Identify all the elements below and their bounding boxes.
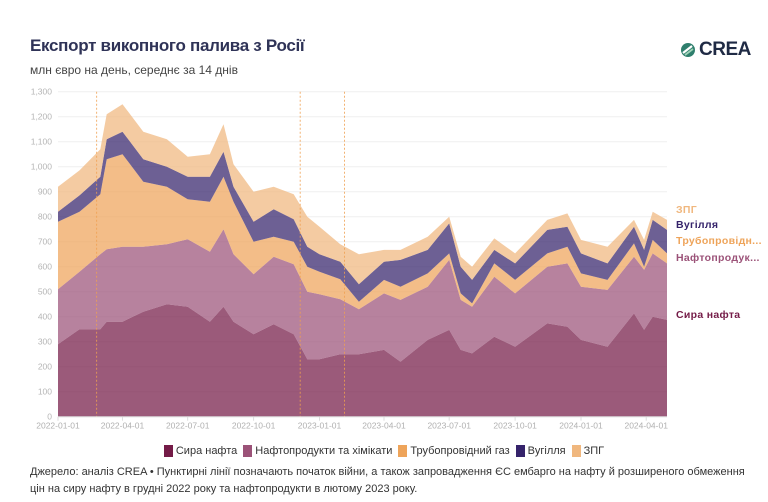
crea-logo: CREA bbox=[680, 39, 751, 61]
y-tick-label: 300 bbox=[38, 337, 52, 347]
series-end-label: Трубопровідн... bbox=[676, 235, 762, 247]
legend-item[interactable]: Трубопровідний газ bbox=[398, 445, 510, 457]
area-pipeline-gas bbox=[58, 154, 667, 310]
source-note: Джерело: аналіз CREA • Пунктирні лінії п… bbox=[30, 466, 745, 495]
series-end-label: Нафтопродук... bbox=[676, 252, 760, 264]
area-crude-oil bbox=[58, 304, 667, 417]
y-tick-label: 1,000 bbox=[31, 162, 53, 172]
chart-subtitle: млн євро на день, середнє за 14 днів bbox=[30, 63, 238, 77]
y-tick-label: 800 bbox=[38, 212, 52, 222]
legend-swatch bbox=[163, 445, 173, 457]
x-tick-label: 2022-04-01 bbox=[101, 421, 145, 431]
stacked-area-chart: 0 100 200 300 400 500 600 700 800 900 1,000 1,100 1,… bbox=[31, 87, 669, 431]
legend-swatch bbox=[243, 445, 253, 457]
legend-swatch bbox=[398, 445, 408, 457]
legend-item[interactable]: Вугілля bbox=[515, 445, 566, 457]
legend: Сира нафта Нафтопродукти та хімікати Трубо… bbox=[0, 445, 768, 457]
legend-label: Нафтопродукти та хімікати bbox=[255, 445, 393, 457]
legend-swatch bbox=[571, 445, 581, 457]
x-tick-label: 2022-07-01 bbox=[166, 421, 210, 431]
chart-title: Експорт викопного палива з Росії bbox=[30, 36, 305, 55]
x-tick-label: 2024-01-01 bbox=[559, 421, 603, 431]
legend-label: Вугілля bbox=[527, 445, 566, 457]
legend-label: Трубопровідний газ bbox=[410, 445, 510, 457]
area-coal bbox=[58, 131, 667, 304]
legend-item[interactable]: Нафтопродукти та хімікати bbox=[243, 445, 392, 457]
legend-item[interactable]: Сира нафта bbox=[163, 445, 238, 457]
area-lng bbox=[58, 104, 667, 285]
legend-label: Сира нафта bbox=[175, 445, 238, 457]
series-end-label: ЗПГ bbox=[676, 204, 697, 216]
y-tick-label: 1,100 bbox=[31, 137, 53, 147]
legend-swatch bbox=[515, 445, 525, 457]
y-tick-label: 400 bbox=[38, 312, 52, 322]
series-end-label: Сира нафта bbox=[676, 309, 741, 321]
x-tick-label: 2023-01-01 bbox=[298, 421, 342, 431]
y-tick-label: 600 bbox=[38, 262, 52, 272]
y-tick-label: 700 bbox=[38, 237, 52, 247]
x-tick-label: 2022-10-01 bbox=[232, 421, 276, 431]
y-tick-label: 200 bbox=[38, 362, 52, 372]
x-tick-label: 2023-10-01 bbox=[493, 421, 537, 431]
y-tick-label: 1,200 bbox=[31, 112, 53, 122]
y-tick-label: 1,300 bbox=[31, 87, 53, 97]
crea-logo-icon bbox=[681, 43, 695, 57]
legend-item[interactable]: ЗПГ bbox=[571, 445, 605, 457]
x-tick-label: 2024-04-01 bbox=[624, 421, 668, 431]
x-tick-label: 2022-01-01 bbox=[36, 421, 80, 431]
legend-label: ЗПГ bbox=[583, 445, 605, 457]
crea-logo-text: CREA bbox=[699, 39, 751, 60]
x-tick-label: 2023-04-01 bbox=[362, 421, 406, 431]
x-tick-label: 2023-07-01 bbox=[427, 421, 471, 431]
y-tick-label: 0 bbox=[47, 412, 52, 422]
y-tick-label: 500 bbox=[38, 287, 52, 297]
y-tick-label: 100 bbox=[38, 387, 52, 397]
series-end-label: Вугілля bbox=[676, 219, 719, 231]
y-tick-label: 900 bbox=[38, 187, 52, 197]
area-oil-products bbox=[58, 229, 667, 362]
